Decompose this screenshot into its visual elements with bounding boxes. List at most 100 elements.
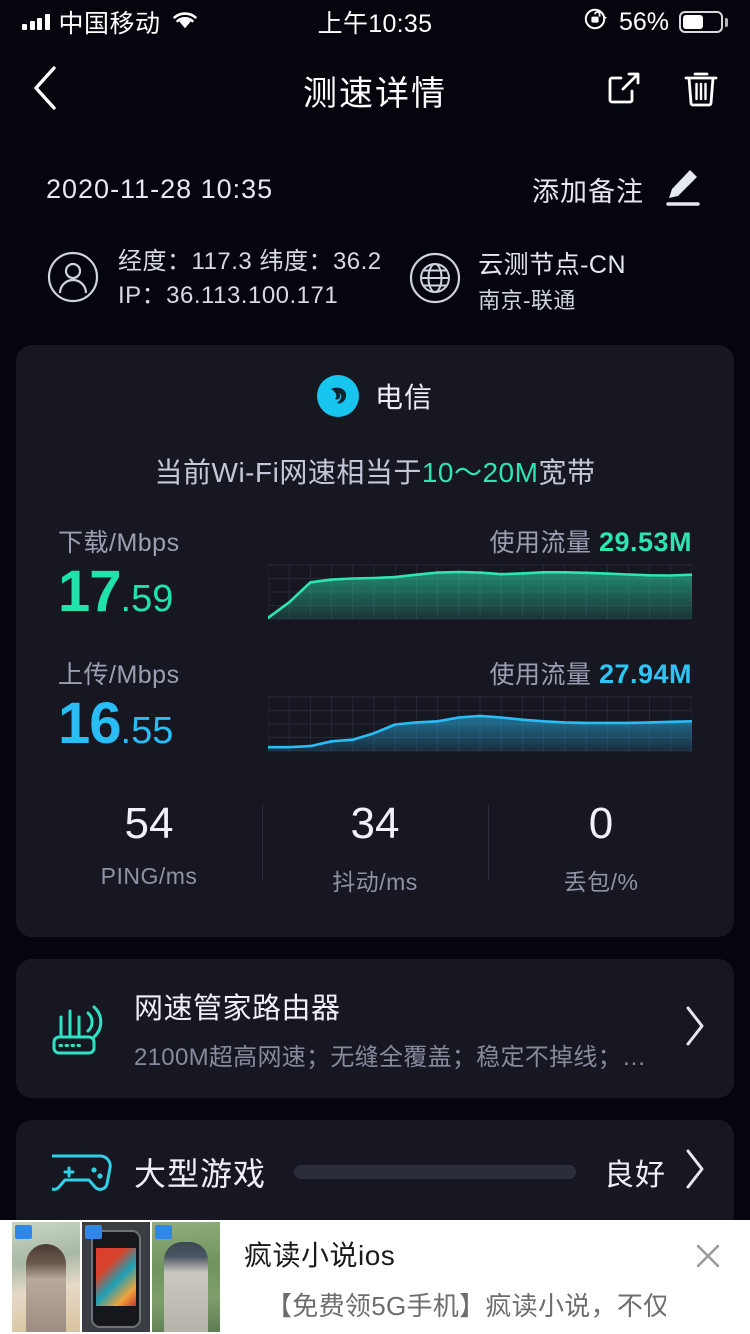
summary-highlight: 10～20M — [421, 457, 539, 488]
upload-usage-label: 使用流量 — [489, 661, 592, 689]
upload-usage-value: 27.94M — [598, 659, 692, 689]
wifi-icon — [170, 9, 200, 36]
test-meta: 2020-11-28 10:35 添加备注 — [0, 136, 750, 315]
router-icon — [46, 999, 120, 1059]
download-usage-label: 使用流量 — [489, 529, 592, 557]
ad-thumbnails — [0, 1220, 220, 1334]
download-sparkline-chart — [268, 561, 692, 623]
page-title: 测速详情 — [303, 74, 447, 113]
summary-prefix: 当前Wi-Fi网速相当于 — [154, 457, 422, 488]
download-value-dec: .59 — [120, 578, 174, 620]
ip-line: IP：36.113.100.171 — [118, 282, 339, 310]
status-bar-right: 56% — [583, 6, 728, 39]
ad-badge-icon — [155, 1225, 172, 1239]
user-icon — [46, 250, 100, 309]
pencil-icon — [662, 164, 704, 215]
upload-value-dec: .55 — [120, 710, 174, 752]
carrier-label: 中国移动 — [58, 10, 161, 38]
upload-section: 上传/Mbps 使用流量 27.94M 16.55 — [58, 655, 692, 755]
nav-actions — [602, 66, 722, 115]
stat-packetloss-value: 0 — [588, 799, 614, 848]
upload-label: 上传/Mbps — [58, 661, 180, 689]
ad-badge-icon — [15, 1225, 32, 1239]
router-promo-text: 网速管家路由器 2100M超高网速；无缝全覆盖；稳定不掉线；… — [134, 985, 646, 1072]
node-sub: 南京-联通 — [478, 288, 576, 313]
ad-subtitle: 【免费领5G手机】疯读小说，不仅小说… — [266, 1291, 666, 1321]
test-datetime: 2020-11-28 10:35 — [46, 174, 274, 204]
game-rating: 良好 — [604, 1158, 666, 1192]
add-note-label: 添加备注 — [532, 177, 644, 207]
ad-thumb-2 — [82, 1222, 150, 1332]
upload-body: 16.55 — [58, 693, 692, 755]
location-info: 经度：117.3 纬度：36.2 IP：36.113.100.171 — [46, 245, 382, 313]
node-info: 云测节点-CN 南京-联通 — [408, 245, 704, 315]
signal-bars-icon — [22, 14, 50, 30]
game-title: 大型游戏 — [134, 1155, 267, 1192]
stat-jitter-value: 34 — [350, 799, 400, 848]
summary-suffix: 宽带 — [538, 457, 596, 488]
speed-sections: 下载/Mbps 使用流量 29.53M 17.59 上传/Mbps — [16, 523, 734, 755]
stat-packetloss-label: 丢包/% — [563, 869, 639, 895]
gamepad-icon — [46, 1148, 120, 1196]
game-progress-bar — [294, 1164, 576, 1179]
coordinates-line: 经度：117.3 纬度：36.2 — [118, 248, 382, 275]
download-body: 17.59 — [58, 561, 692, 623]
download-value-int: 17 — [58, 559, 122, 624]
ad-thumb-1 — [12, 1222, 80, 1332]
router-promo-card[interactable]: 网速管家路由器 2100M超高网速；无缝全覆盖；稳定不掉线；… — [16, 959, 734, 1098]
ad-thumb-3 — [152, 1222, 220, 1332]
status-bar-left: 中国移动 — [22, 4, 200, 40]
upload-sparkline-chart — [268, 693, 692, 755]
add-note-button[interactable]: 添加备注 — [532, 164, 704, 215]
trash-icon[interactable] — [680, 66, 722, 115]
ad-close-button[interactable] — [666, 1220, 750, 1334]
download-header: 下载/Mbps 使用流量 29.53M — [58, 523, 692, 559]
meta-row-datetime: 2020-11-28 10:35 添加备注 — [46, 164, 704, 215]
upload-value: 16.55 — [58, 695, 268, 753]
download-usage-value: 29.53M — [598, 527, 692, 557]
node-text: 云测节点-CN 南京-联通 — [478, 245, 626, 315]
upload-usage: 使用流量 27.94M — [489, 655, 692, 691]
china-telecom-logo — [316, 375, 359, 417]
game-quality-card[interactable]: 大型游戏 良好 — [16, 1120, 734, 1231]
chevron-right-icon[interactable] — [666, 1146, 708, 1197]
upload-value-int: 16 — [58, 691, 122, 756]
nav-bar: 测速详情 — [0, 44, 750, 136]
rotation-lock-icon — [583, 6, 609, 39]
share-icon[interactable] — [602, 66, 646, 115]
summary-text: 当前Wi-Fi网速相当于10～20M宽带 — [16, 451, 734, 491]
stat-ping: 54 PING/ms — [36, 799, 262, 897]
download-label: 下载/Mbps — [58, 529, 180, 557]
back-button[interactable] — [28, 62, 62, 119]
stat-jitter-label: 抖动/ms — [332, 869, 418, 895]
router-promo-title: 网速管家路由器 — [134, 993, 341, 1025]
battery-icon — [679, 11, 728, 33]
upload-header: 上传/Mbps 使用流量 27.94M — [58, 655, 692, 691]
ad-badge-icon — [85, 1225, 102, 1239]
ad-title: 疯读小说ios — [244, 1240, 396, 1271]
ad-banner[interactable]: 疯读小说ios 【免费领5G手机】疯读小说，不仅小说… — [0, 1220, 750, 1334]
location-text: 经度：117.3 纬度：36.2 IP：36.113.100.171 — [118, 245, 382, 313]
download-value: 17.59 — [58, 563, 268, 621]
stat-packetloss: 0 丢包/% — [488, 799, 714, 897]
ad-text: 疯读小说ios 【免费领5G手机】疯读小说，不仅小说… — [220, 1220, 666, 1334]
stat-ping-value: 54 — [124, 799, 174, 848]
close-icon — [696, 1244, 720, 1268]
router-promo-subtitle: 2100M超高网速；无缝全覆盖；稳定不掉线；… — [134, 1044, 647, 1071]
stats-row: 54 PING/ms 34 抖动/ms 0 丢包/% — [16, 799, 734, 937]
globe-icon — [408, 251, 462, 310]
stat-jitter: 34 抖动/ms — [262, 799, 488, 897]
battery-percent-label: 56% — [618, 7, 669, 36]
meta-row-details: 经度：117.3 纬度：36.2 IP：36.113.100.171 云测节点-… — [46, 245, 704, 315]
status-bar: 中国移动 上午10:35 56% — [0, 0, 750, 44]
isp-row: 电信 — [16, 375, 734, 417]
isp-name: 电信 — [374, 382, 433, 413]
download-section: 下载/Mbps 使用流量 29.53M 17.59 — [58, 523, 692, 623]
download-usage: 使用流量 29.53M — [489, 523, 692, 559]
status-bar-clock: 上午10:35 — [317, 10, 433, 38]
result-card: 电信 当前Wi-Fi网速相当于10～20M宽带 下载/Mbps 使用流量 29.… — [16, 345, 734, 937]
node-name: 云测节点-CN — [478, 251, 626, 279]
chevron-right-icon[interactable] — [666, 1003, 708, 1054]
stat-ping-label: PING/ms — [100, 863, 198, 889]
